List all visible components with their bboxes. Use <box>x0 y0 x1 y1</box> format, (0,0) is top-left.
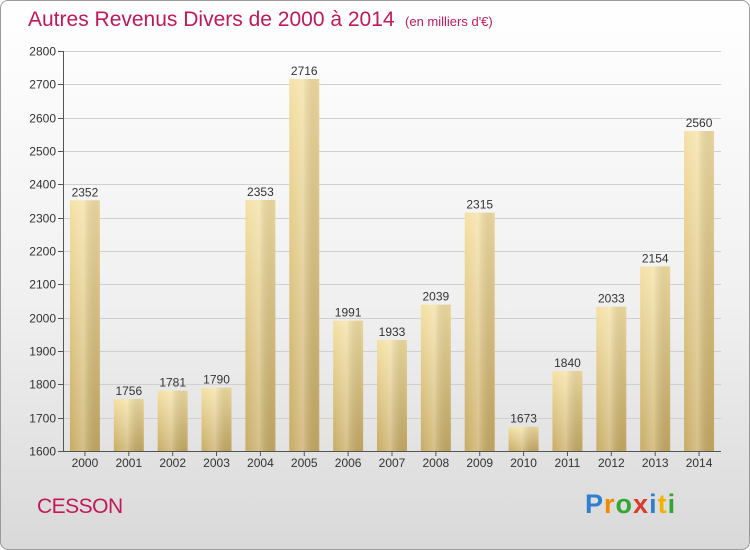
y-tick-label: 2700 <box>29 78 56 92</box>
bar-shine <box>420 304 451 451</box>
bar-value-label: 1933 <box>379 325 406 339</box>
y-tick-label: 2600 <box>29 112 56 126</box>
y-tick-label: 2500 <box>29 145 56 159</box>
bar-shine <box>69 200 100 451</box>
y-tick-label: 2200 <box>29 245 56 259</box>
x-tick-label: 2013 <box>642 456 669 470</box>
x-tick-label: 2014 <box>686 456 713 470</box>
x-tick-label: 2003 <box>203 456 230 470</box>
bar-shine <box>464 212 495 451</box>
logo-letter: i <box>649 489 658 519</box>
data-labels: 2352 1756 1781 1790 2353 2716 1991 1933 2039 2315… <box>72 64 713 426</box>
chart-title-main: Autres Revenus Divers de 2000 à 2014 <box>28 8 395 31</box>
bar-value-label: 1991 <box>335 306 362 320</box>
bar-shine <box>201 387 232 451</box>
y-tick-label: 2000 <box>29 312 56 326</box>
x-tick-label: 2008 <box>423 456 450 470</box>
logo-letter: o <box>615 489 634 519</box>
x-tick-label: 2006 <box>335 456 362 470</box>
logo-letter: t <box>657 489 668 519</box>
bar-shine <box>289 79 320 451</box>
bar-value-label: 2352 <box>72 185 99 199</box>
bar-value-label: 2353 <box>247 185 274 199</box>
bar-value-label: 1790 <box>203 373 230 387</box>
chart-title: Autres Revenus Divers de 2000 à 2014 (en… <box>28 8 493 32</box>
commune-name: CESSON <box>37 495 123 518</box>
bar-shine <box>596 306 627 451</box>
y-tick-label: 1600 <box>29 445 56 459</box>
bar-value-label: 2039 <box>423 290 450 304</box>
bar-value-label: 2560 <box>686 116 713 130</box>
logo-letter: x <box>633 489 650 519</box>
proxiti-logo: Proxiti <box>585 489 676 520</box>
bar-shine <box>377 340 407 451</box>
x-tick-label: 2007 <box>379 456 406 470</box>
y-tick-label: 2800 <box>29 45 56 59</box>
x-tick-label: 2009 <box>466 456 493 470</box>
bar-shine <box>508 426 539 451</box>
bar-shine <box>640 266 671 451</box>
bar-shine <box>333 320 364 451</box>
y-tick-label: 2300 <box>29 212 56 226</box>
bar-value-label: 1756 <box>115 384 142 398</box>
bar-shine <box>684 131 715 451</box>
chart-title-unit: (en milliers d'€) <box>405 14 493 29</box>
y-tick-label: 1700 <box>29 412 56 426</box>
bar-value-label: 1840 <box>554 356 581 370</box>
x-tick-label: 2004 <box>247 456 274 470</box>
bar-value-label: 1673 <box>510 412 537 426</box>
bar-value-label: 2315 <box>466 198 493 212</box>
bar-shine <box>157 390 188 451</box>
axes: 1600 1700 1800 1900 2000 2100 2200 2300 2400 2500… <box>29 45 721 470</box>
logo-letter: P <box>585 489 605 519</box>
x-tick-label: 2012 <box>598 456 625 470</box>
bar-value-label: 1781 <box>159 376 186 390</box>
x-tick-label: 2000 <box>72 456 99 470</box>
x-tick-label: 2001 <box>115 456 142 470</box>
y-tick-label: 1900 <box>29 345 56 359</box>
x-tick-label: 2005 <box>291 456 318 470</box>
bar-shine <box>113 399 144 451</box>
logo-letter: i <box>667 489 677 519</box>
logo-letter: r <box>604 489 616 519</box>
bar-shine <box>245 200 276 451</box>
x-tick-label: 2002 <box>159 456 186 470</box>
y-tick-label: 2100 <box>29 278 56 292</box>
y-tick-label: 1800 <box>29 378 56 392</box>
x-tick-label: 2010 <box>510 456 537 470</box>
bar-value-label: 2716 <box>291 64 318 78</box>
bar-value-label: 2154 <box>642 251 669 265</box>
y-tick-label: 2400 <box>29 178 56 192</box>
bars <box>69 79 715 451</box>
x-tick-label: 2011 <box>555 456 581 470</box>
bar-shine <box>552 371 583 451</box>
bar-value-label: 2033 <box>598 292 625 306</box>
